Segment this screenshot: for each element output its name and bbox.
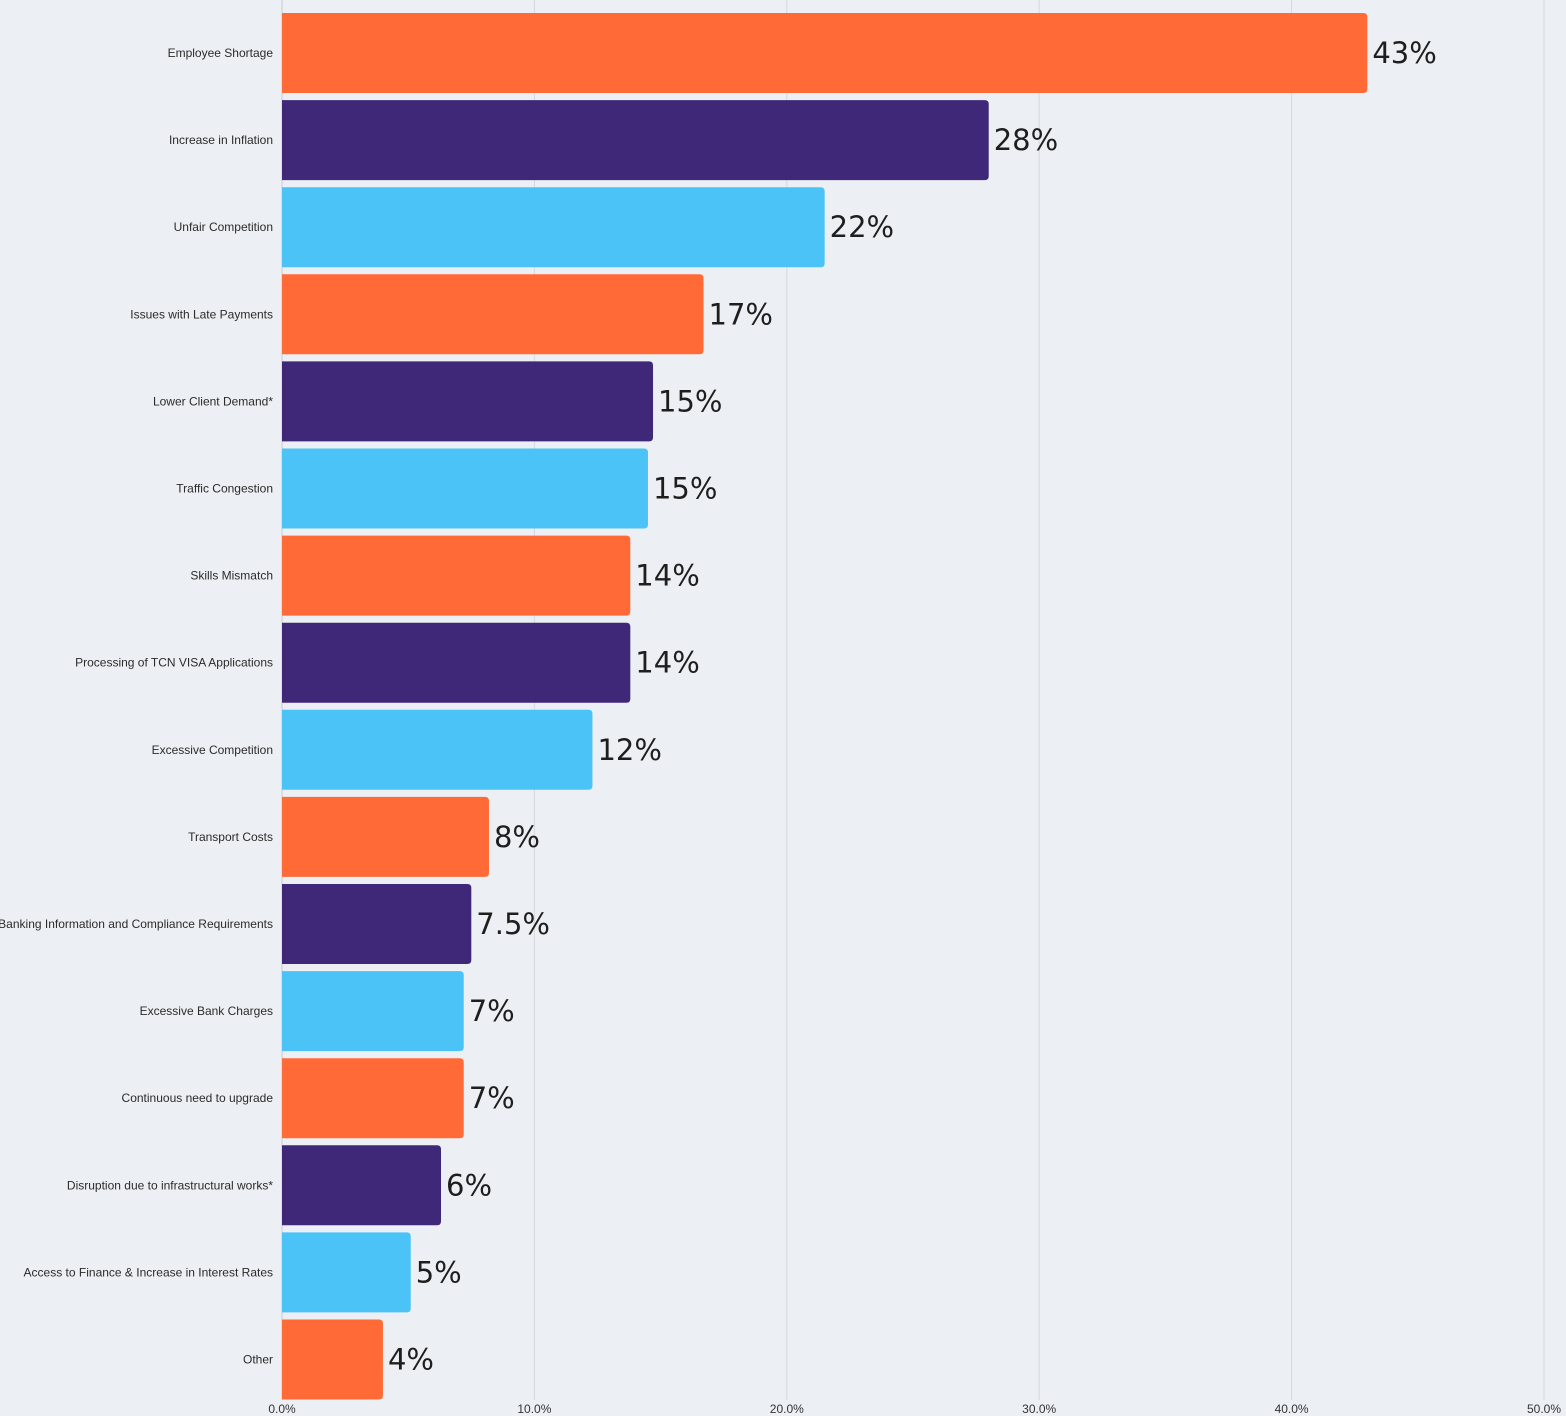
bar <box>282 971 464 1052</box>
category-label: Banking Information and Compliance Requi… <box>0 917 273 931</box>
bar <box>282 796 489 877</box>
category-label: Excessive Bank Charges <box>140 1004 273 1018</box>
category-label: Skills Mismatch <box>190 569 273 583</box>
data-labels: 43% 28% 22% 17% 15% 15% 14% 14% 12% 8% 7.5% 7% 7% 6% 5… <box>388 36 1437 1377</box>
category-label: Transport Costs <box>188 830 273 844</box>
x-tick-label: 0.0% <box>268 1402 296 1416</box>
data-label: 6% <box>446 1168 492 1202</box>
category-label: Processing of TCN VISA Applications <box>75 656 273 670</box>
x-axis-ticks: 0.0% 10.0% 20.0% 30.0% 40.0% 50.0% <box>268 1402 1561 1416</box>
data-label: 43% <box>1372 36 1436 70</box>
bars <box>282 13 1368 1400</box>
data-label: 7% <box>469 1081 515 1115</box>
bar <box>282 1058 464 1139</box>
category-label: Employee Shortage <box>168 46 274 60</box>
data-label: 28% <box>994 123 1058 157</box>
category-labels: Employee Shortage Increase in Inflation Un… <box>0 46 273 1367</box>
bar <box>282 1319 383 1400</box>
data-label: 5% <box>416 1255 462 1289</box>
category-label: Continuous need to upgrade <box>122 1091 274 1105</box>
data-label: 14% <box>635 559 699 593</box>
x-tick-label: 10.0% <box>517 1402 551 1416</box>
category-label: Access to Finance & Increase in Interest… <box>24 1265 273 1279</box>
data-label: 7% <box>469 994 515 1028</box>
bar <box>282 187 825 268</box>
category-label: Lower Client Demand* <box>153 394 273 408</box>
data-label: 17% <box>709 297 773 331</box>
category-label: Excessive Competition <box>152 743 273 757</box>
data-label: 8% <box>494 820 540 854</box>
bar <box>282 1232 411 1313</box>
bar <box>282 448 648 529</box>
data-label: 12% <box>597 733 661 767</box>
data-label: 7.5% <box>476 907 550 941</box>
data-label: 15% <box>658 384 722 418</box>
category-label: Increase in Inflation <box>169 133 273 147</box>
category-label: Unfair Competition <box>174 220 273 234</box>
bar <box>282 535 631 616</box>
data-label: 22% <box>830 210 894 244</box>
x-tick-label: 20.0% <box>770 1402 804 1416</box>
category-label: Traffic Congestion <box>176 482 273 496</box>
data-label: 4% <box>388 1343 434 1377</box>
bar <box>282 709 593 790</box>
data-label: 14% <box>635 646 699 680</box>
x-tick-label: 30.0% <box>1022 1402 1056 1416</box>
bar <box>282 274 704 355</box>
x-tick-label: 50.0% <box>1527 1402 1561 1416</box>
data-label: 15% <box>653 472 717 506</box>
bar <box>282 1145 442 1226</box>
bar <box>282 13 1368 93</box>
category-label: Disruption due to infrastructural works* <box>67 1178 273 1192</box>
category-label: Other <box>243 1353 273 1367</box>
bar <box>282 361 654 442</box>
bar <box>282 884 472 964</box>
category-label: Issues with Late Payments <box>130 307 273 321</box>
bar <box>282 100 989 181</box>
bar <box>282 622 631 703</box>
x-tick-label: 40.0% <box>1275 1402 1309 1416</box>
